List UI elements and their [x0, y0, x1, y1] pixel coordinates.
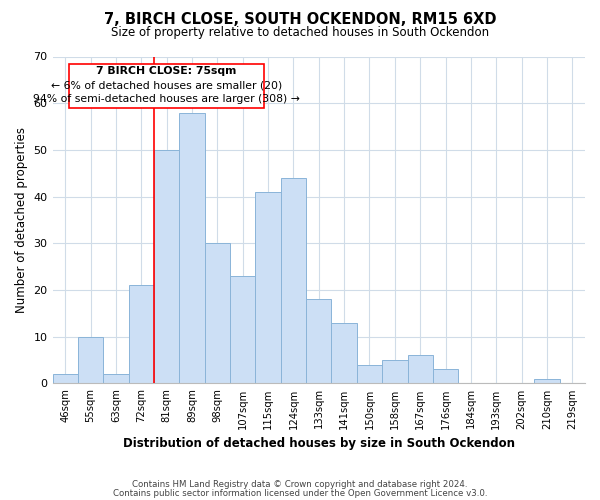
Bar: [128, 286, 154, 384]
Text: 7 BIRCH CLOSE: 75sqm: 7 BIRCH CLOSE: 75sqm: [97, 66, 237, 76]
Text: Size of property relative to detached houses in South Ockendon: Size of property relative to detached ho…: [111, 26, 489, 39]
Bar: [53, 374, 78, 384]
Text: 94% of semi-detached houses are larger (308) →: 94% of semi-detached houses are larger (…: [33, 94, 300, 104]
Bar: [205, 244, 230, 384]
Bar: [256, 192, 281, 384]
Text: ← 6% of detached houses are smaller (20): ← 6% of detached houses are smaller (20): [51, 80, 282, 90]
Text: Contains HM Land Registry data © Crown copyright and database right 2024.: Contains HM Land Registry data © Crown c…: [132, 480, 468, 489]
Bar: [306, 300, 331, 384]
Bar: [433, 370, 458, 384]
Bar: [154, 150, 179, 384]
Bar: [179, 112, 205, 384]
Bar: [382, 360, 407, 384]
Text: Contains public sector information licensed under the Open Government Licence v3: Contains public sector information licen…: [113, 488, 487, 498]
X-axis label: Distribution of detached houses by size in South Ockendon: Distribution of detached houses by size …: [123, 437, 515, 450]
Bar: [78, 336, 103, 384]
Bar: [230, 276, 256, 384]
Bar: [357, 364, 382, 384]
Bar: [331, 322, 357, 384]
Bar: [407, 356, 433, 384]
Bar: [534, 379, 560, 384]
Bar: [281, 178, 306, 384]
Text: 7, BIRCH CLOSE, SOUTH OCKENDON, RM15 6XD: 7, BIRCH CLOSE, SOUTH OCKENDON, RM15 6XD: [104, 12, 496, 28]
Y-axis label: Number of detached properties: Number of detached properties: [15, 127, 28, 313]
FancyBboxPatch shape: [69, 64, 264, 108]
Bar: [103, 374, 128, 384]
